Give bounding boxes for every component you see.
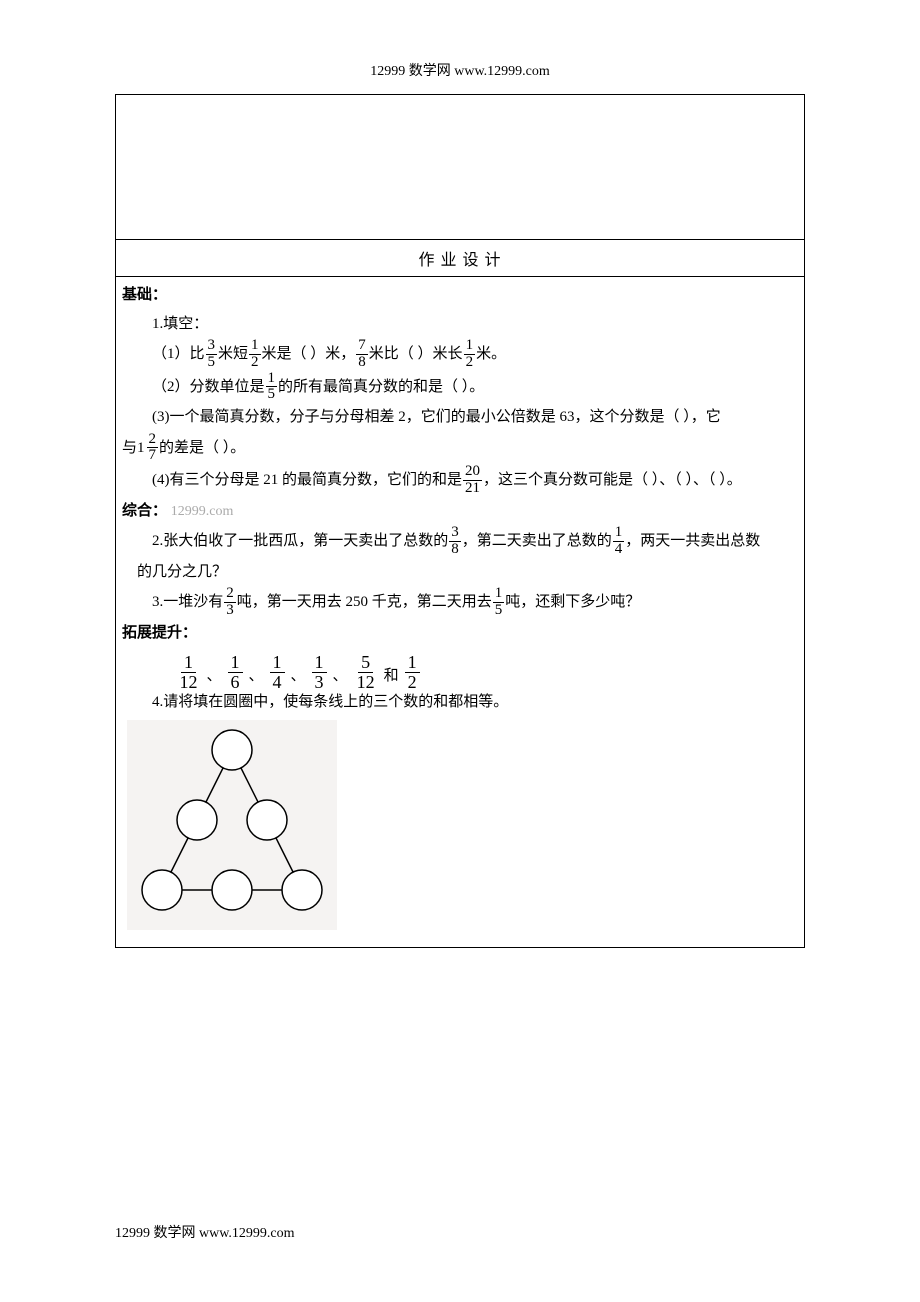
q4-frac-2: 14 [270,653,285,692]
q3-frac1: 2 3 [224,586,236,619]
section-title: 作 业 设 计 [418,252,501,269]
q1-1-text-b: 米短 [218,340,248,369]
q4-frac-1: 16 [228,653,243,692]
q1-2-frac: 1 5 [266,371,278,404]
q1-4-text-b: ，这三个真分数可能是（ ）、（ ）、（ ）。 [483,466,742,495]
worksheet-content: 基础： 1.填空： （1）比 3 5 米短 1 2 米是（ ）米， 7 8 [116,277,804,947]
q1-3-frac: 2 7 [147,432,159,465]
basics-heading: 基础： [122,281,798,310]
header-site-text: 12999 数学网 www.12999.com [370,64,550,79]
q4-text: 4.请将 填在圆圈中，使每条线上的三个数的和都相等。 [122,688,798,717]
q1-3-text-c: 的差是（ ）。 [159,434,245,463]
footer-site-text: 12999 数学网 www.12999.com [115,1226,295,1241]
q1-4: (4)有三个分母是 21 的最简真分数，它们的和是 20 21 ，这三个真分数可… [122,464,798,497]
q2-frac2: 1 4 [613,525,625,558]
worksheet-frame: 作 业 设 计 基础： 1.填空： （1）比 3 5 米短 1 2 米是（ ）米… [115,94,805,948]
page-footer: 12999 数学网 www.12999.com [115,1222,295,1242]
q1-3-line1: (3)一个最简真分数，分子与分母相差 2，它们的最小公倍数是 63，这个分数是（… [122,403,798,432]
q1-3-line2: 与 1 2 7 的差是（ ）。 [122,432,798,465]
q3: 3.一堆沙有 2 3 吨，第一天用去 250 千克，第二天用去 1 5 吨，还剩… [122,586,798,619]
q1-1-text-e: 米。 [476,340,506,369]
q4-frac-5: 12 [405,653,420,692]
watermark-text: 12999.com [171,504,234,519]
ext-heading: 拓展提升： [122,619,798,648]
q4-frac-0: 112 [177,653,201,692]
q4-frac-4: 512 [354,653,378,692]
q1-1-frac1: 3 5 [206,338,218,371]
q1-4-text-a: (4)有三个分母是 21 的最简真分数，它们的和是 [152,466,462,495]
q3-text-c: 吨，还剩下多少吨？ [505,588,640,617]
comp-heading: 综合： [122,503,167,519]
triangle-svg [127,720,337,930]
q1-1-text-a: （1）比 [152,340,205,369]
q1-4-frac: 20 21 [463,464,482,497]
q2-text-b: ，第二天卖出了总数的 [462,527,612,556]
empty-top-cell [116,95,804,240]
q1-2: （2）分数单位是 1 5 的所有最简真分数的和是（ ）。 [122,371,798,404]
q1-1-frac2: 1 2 [249,338,261,371]
q1-2-text-b: 的所有最简真分数的和是（ ）。 [278,373,484,402]
q1-3-text-b: 与 [122,434,137,463]
comp-heading-row: 综合： 12999.com [122,497,798,526]
q1-1: （1）比 3 5 米短 1 2 米是（ ）米， 7 8 米比（ ）米长 1 [122,338,798,371]
triangle-diagram [127,720,798,941]
q2-text-a: 2.张大伯收了一批西瓜，第一天卖出了总数的 [152,527,448,556]
q3-frac2: 1 5 [493,586,505,619]
q2-line2: 的几分之几？ [122,558,798,587]
q4-prefix: 4.请将 [152,688,193,717]
q1-1-text-d: 米比（ ）米长 [369,340,463,369]
q2-text-c: ，两天一共卖出总数 [625,527,760,556]
q1-title: 1.填空： [122,310,798,339]
q2-line1: 2.张大伯收了一批西瓜，第一天卖出了总数的 3 8 ，第二天卖出了总数的 1 4… [122,525,798,558]
section-title-row: 作 业 设 计 [116,240,804,277]
q1-2-text-a: （2）分数单位是 [152,373,265,402]
page-header: 12999 数学网 www.12999.com [115,60,805,80]
q3-text-a: 3.一堆沙有 [152,588,223,617]
q1-1-frac3: 7 8 [356,338,368,371]
q4-frac-3: 13 [312,653,327,692]
q1-1-frac4: 1 2 [464,338,476,371]
q1-3-mixed: 1 2 7 [137,432,159,465]
q3-text-b: 吨，第一天用去 250 千克，第二天用去 [237,588,492,617]
q4-suffix: 填在圆圈中，使每条线上的三个数的和都相等。 [193,688,508,717]
q4-fraction-list: 112、16、14、13、512和12 [175,653,799,692]
q1-1-text-c: 米是（ ）米， [262,340,356,369]
q2-frac1: 3 8 [449,525,461,558]
